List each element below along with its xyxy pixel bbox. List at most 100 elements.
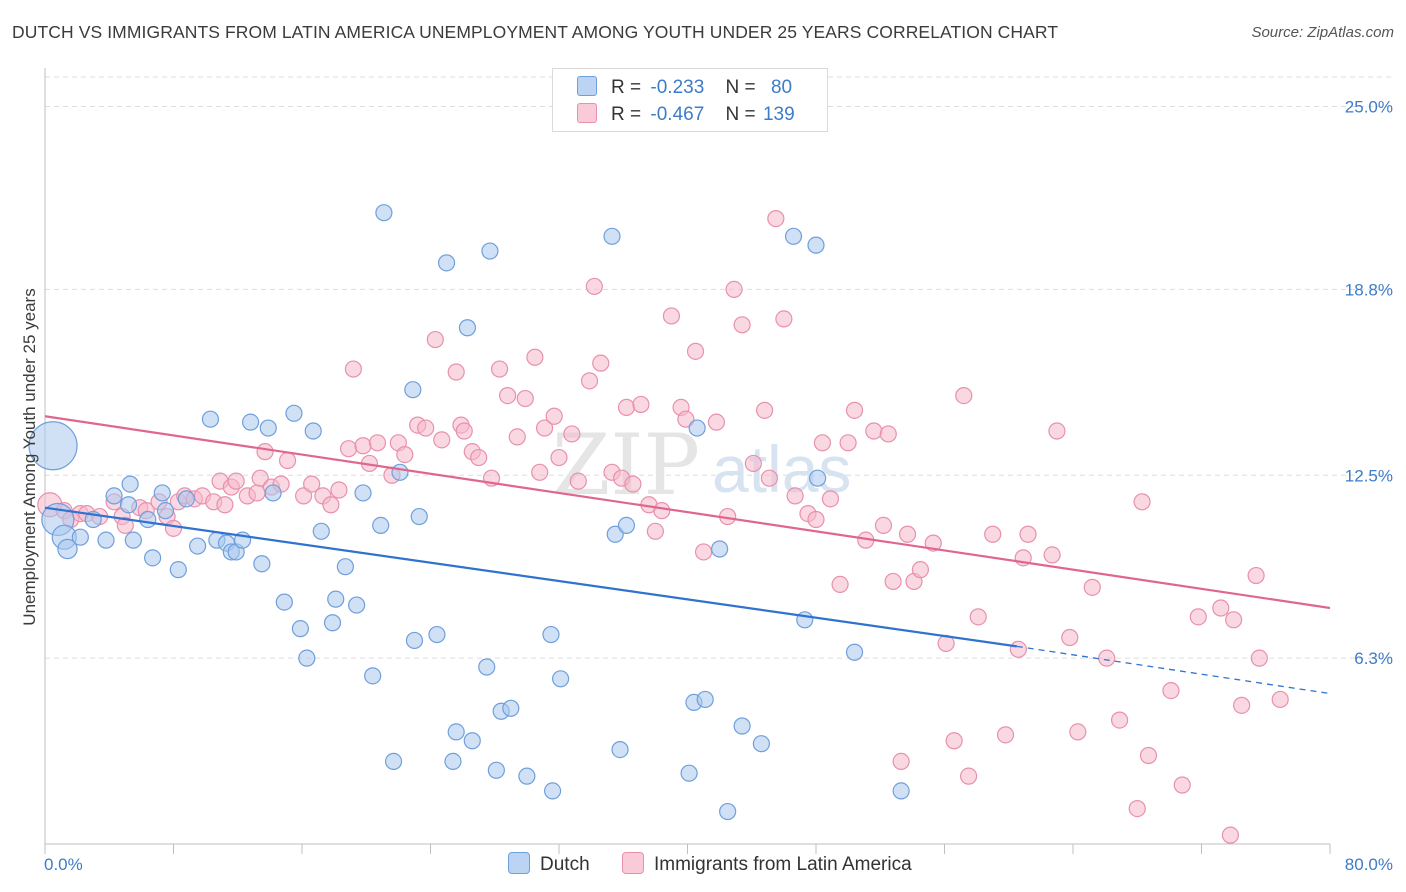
- latin-point: [295, 487, 313, 505]
- latin-point: [892, 752, 910, 771]
- latin-point: [563, 425, 581, 443]
- source-label: Source: ZipAtlas.com: [1251, 24, 1394, 41]
- dutch-point: [384, 752, 403, 771]
- dutch-point: [784, 227, 803, 245]
- y-tick-label: 12.5%: [1345, 466, 1393, 485]
- series-legend: Dutch Immigrants from Latin America: [0, 852, 1406, 878]
- dutch-point: [404, 381, 422, 399]
- dutch-point: [156, 502, 175, 520]
- latin-point: [874, 516, 893, 535]
- dutch-point: [478, 658, 496, 676]
- y-tick-label: 25.0%: [1345, 98, 1393, 117]
- dutch-point: [188, 537, 207, 555]
- latin-point: [531, 463, 549, 481]
- dutch-point: [809, 469, 827, 487]
- latin-point: [898, 525, 917, 543]
- dutch-point: [364, 667, 382, 685]
- latin-point: [996, 726, 1015, 744]
- latin-point: [1083, 578, 1101, 596]
- latin-point: [303, 475, 321, 493]
- latin-point: [653, 502, 671, 520]
- latin-point: [417, 419, 435, 437]
- latin-point: [767, 210, 785, 228]
- y-tick-label: 6.3%: [1354, 649, 1393, 668]
- dutch-point: [71, 528, 89, 546]
- dutch-point: [463, 732, 481, 750]
- latin-point: [447, 363, 465, 381]
- dutch-point: [543, 782, 562, 800]
- dutch-point: [348, 596, 366, 614]
- chart-title: DUTCH VS IMMIGRANTS FROM LATIN AMERICA U…: [12, 22, 1059, 42]
- dutch-point: [437, 254, 456, 272]
- latin-point: [686, 342, 705, 360]
- latin-point: [455, 422, 473, 440]
- latin-point: [344, 360, 362, 378]
- latin-point: [624, 475, 642, 493]
- dutch-point: [336, 558, 354, 576]
- latin-point: [1212, 599, 1230, 617]
- latin-point: [694, 543, 713, 561]
- latin-point: [368, 434, 387, 452]
- latin-point: [1128, 799, 1146, 818]
- latin-point: [1173, 776, 1191, 794]
- latin-point: [632, 395, 650, 414]
- dutch-point: [169, 561, 187, 579]
- dutch-point: [405, 631, 424, 650]
- dutch-point: [518, 767, 536, 785]
- dutch-point: [481, 242, 499, 260]
- r-label: R =: [611, 104, 642, 125]
- latin-point: [330, 481, 348, 499]
- latin-point: [396, 446, 414, 464]
- latin-point: [433, 431, 451, 449]
- latin-point: [470, 448, 488, 467]
- dutch-point: [201, 410, 220, 428]
- dutch-point: [696, 690, 714, 709]
- latin-point: [821, 490, 840, 508]
- dutch-point: [28, 421, 78, 471]
- legend-label-dutch: Dutch: [540, 854, 590, 875]
- latin-point: [1221, 826, 1240, 844]
- dutch-point: [447, 723, 465, 741]
- dutch-point: [688, 419, 706, 437]
- latin-point: [251, 469, 269, 487]
- dutch-point: [711, 540, 729, 558]
- n-value: 80: [770, 77, 793, 98]
- latin-point: [216, 496, 234, 514]
- dutch-point: [603, 227, 621, 245]
- latin-point: [545, 407, 563, 425]
- latin-point: [955, 387, 973, 405]
- dutch-swatch: [577, 76, 597, 96]
- dutch-point: [105, 487, 123, 505]
- dutch-point: [327, 590, 345, 608]
- latin-point: [1247, 566, 1265, 585]
- latin-point: [1009, 640, 1027, 658]
- dutch-point: [242, 413, 260, 431]
- dutch-point: [139, 510, 157, 529]
- latin-point: [164, 519, 183, 537]
- latin-point: [1098, 649, 1116, 667]
- latin-point: [831, 575, 849, 594]
- latin-point: [116, 516, 134, 535]
- dutch-point: [617, 516, 636, 535]
- latin-point: [1061, 628, 1079, 647]
- dutch-point: [153, 484, 171, 502]
- latin-point: [945, 732, 963, 750]
- latin-point: [550, 448, 568, 467]
- dutch-point: [291, 620, 309, 638]
- latin-point: [1271, 690, 1289, 709]
- latin-point: [677, 410, 695, 428]
- dutch-point: [444, 752, 462, 771]
- dutch-point: [354, 484, 372, 502]
- dutch-point: [253, 555, 271, 573]
- dutch-point: [375, 204, 393, 222]
- legend-row-latin: R = -0.467 N = 139: [577, 103, 795, 129]
- latin-legend-swatch: [622, 852, 644, 874]
- latin-point: [1019, 525, 1037, 543]
- latin-point: [1250, 649, 1268, 667]
- latin-point: [580, 372, 599, 390]
- latin-point: [617, 398, 636, 416]
- dutch-point: [410, 507, 428, 526]
- latin-point: [744, 454, 762, 473]
- latin-point: [646, 522, 664, 540]
